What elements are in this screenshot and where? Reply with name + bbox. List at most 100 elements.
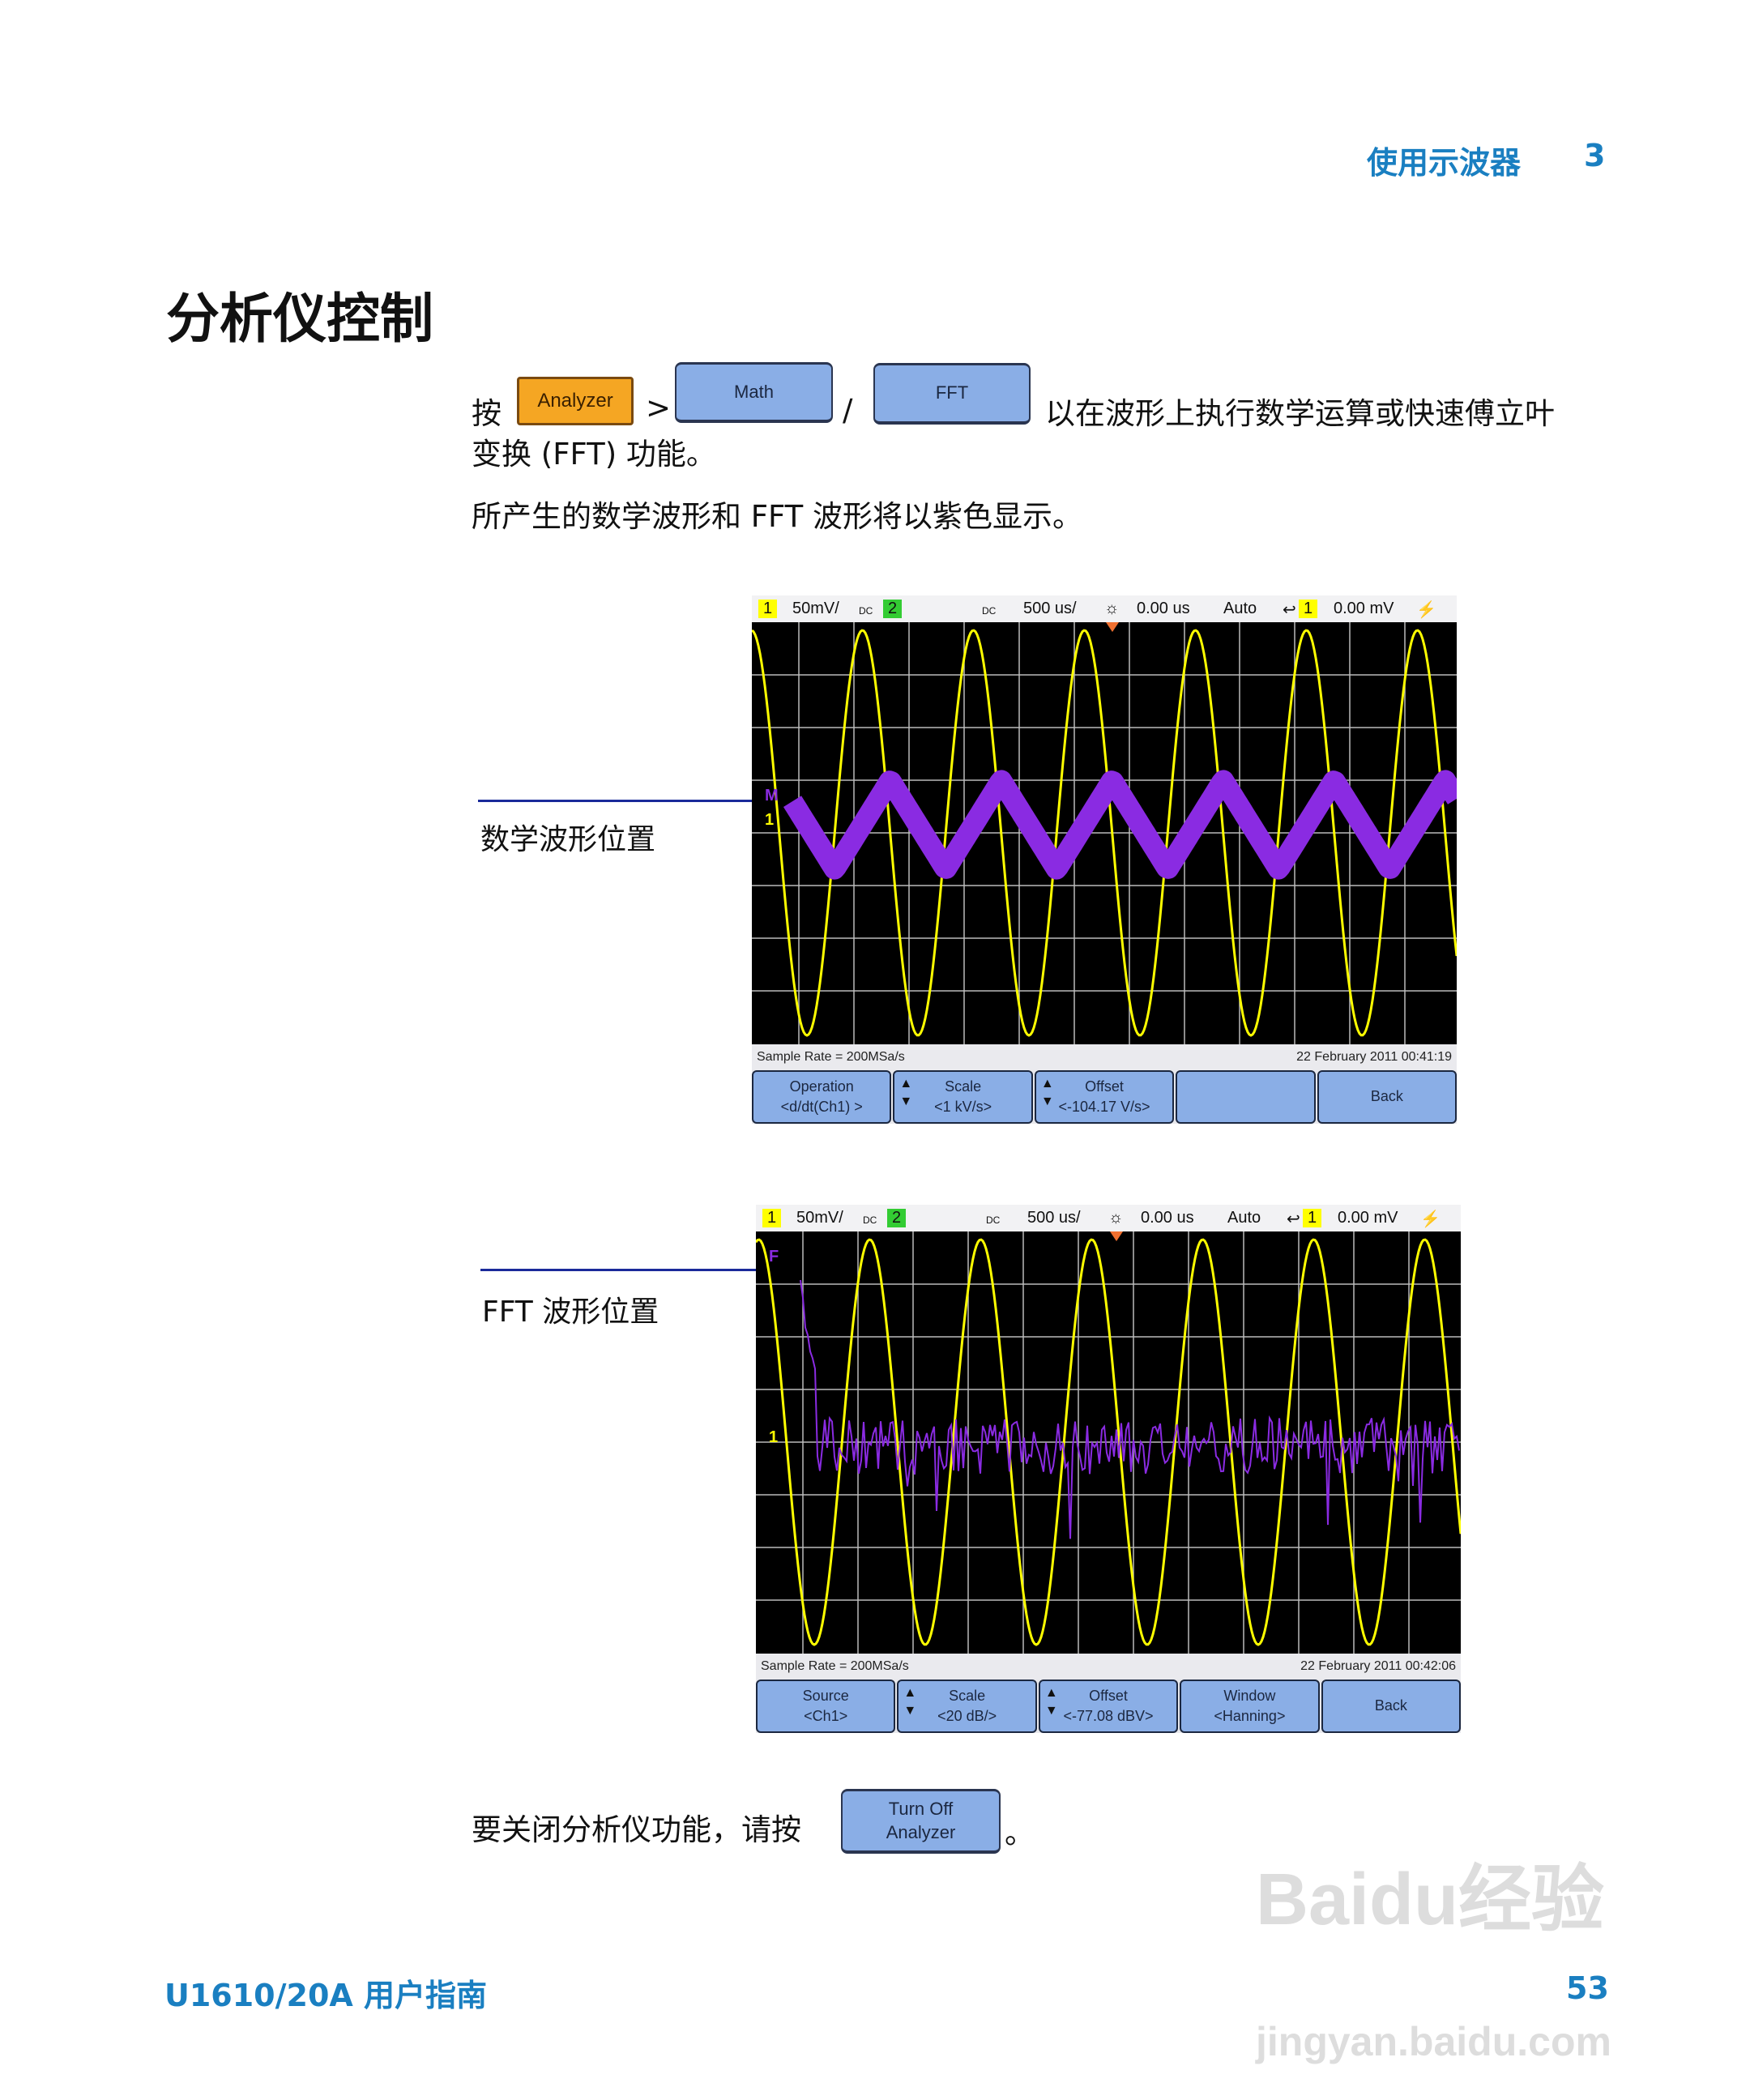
softkey-source[interactable]: Source <Ch1> <box>756 1680 896 1733</box>
trigger-level: 0.00 mV <box>1338 1209 1398 1227</box>
watermark-url: jingyan.baidu.com <box>1256 2019 1611 2064</box>
ch1-coupling: DC <box>863 1214 877 1226</box>
ch1-badge[interactable]: 1 <box>762 1209 782 1227</box>
softkey-back[interactable]: Back <box>1321 1680 1462 1733</box>
ch1-scale: 50mV/ <box>792 600 839 617</box>
softkey-back[interactable]: Back <box>1317 1070 1458 1124</box>
math-waveform <box>783 770 1457 880</box>
up-down-arrow-icon: ▲ ▼ <box>899 1077 913 1109</box>
gt-sign: > <box>646 391 672 425</box>
power-plug-icon: ⚡ <box>1420 1210 1441 1228</box>
sample-rate: Sample Rate = 200MSa/s <box>757 1050 905 1064</box>
key-line1: Turn Off <box>888 1798 954 1819</box>
softkey-value: <1 kV/s> <box>934 1099 992 1115</box>
date-time: 22 February 2011 00:42:06 <box>1300 1659 1456 1673</box>
softkey-value: <Hanning> <box>1214 1708 1286 1724</box>
softkey-label: Offset <box>1085 1078 1124 1095</box>
intro-line3: 所产生的数学波形和 FFT 波形将以紫色显示。 <box>472 499 1083 534</box>
up-down-arrow-icon: ▲ ▼ <box>1044 1686 1058 1718</box>
ch2-badge[interactable]: 2 <box>887 1209 907 1227</box>
waveform-grid[interactable]: F 1 <box>756 1231 1461 1654</box>
softkey-operation[interactable]: Operation <d/dt(Ch1) > <box>752 1070 892 1124</box>
trigger-mode: Auto <box>1223 600 1257 617</box>
softkey-offset[interactable]: ▲ ▼ Offset <-77.08 dBV> <box>1038 1680 1179 1733</box>
info-bar: Sample Rate = 200MSa/s 22 February 2011 … <box>756 1654 1461 1680</box>
footer-manual: U1610/20A 用户指南 <box>164 1978 488 2013</box>
trigger-source: 1 <box>1299 600 1318 618</box>
softkey-label: Window <box>1223 1687 1276 1704</box>
ch2-badge[interactable]: 2 <box>883 600 903 618</box>
ch1-coupling: DC <box>859 605 873 617</box>
timebase: 500 us/ <box>1027 1209 1081 1227</box>
softkey-value: <d/dt(Ch1) > <box>780 1099 863 1115</box>
delay-icon: ☼ <box>1108 1209 1124 1227</box>
ch2-coupling: DC <box>982 605 997 617</box>
date-time: 22 February 2011 00:41:19 <box>1296 1050 1452 1064</box>
intro-line2: 变换 (FFT) 功能。 <box>472 437 716 472</box>
intro-press: 按 <box>472 396 502 431</box>
softkey-scale[interactable]: ▲ ▼ Scale <1 kV/s> <box>893 1070 1033 1124</box>
softkey-label: Back <box>1370 1088 1403 1105</box>
rising-edge-icon: ↩ <box>1283 601 1296 619</box>
softkey-offset[interactable]: ▲ ▼ Offset <-104.17 V/s> <box>1034 1070 1175 1124</box>
status-bar: 1 50mV/ DC 2 DC 500 us/ ☼ 0.00 us Auto ↩… <box>752 595 1457 622</box>
waveform-grid[interactable]: M 1 <box>752 622 1457 1044</box>
fft-marker[interactable]: F <box>769 1248 779 1266</box>
ch1-badge[interactable]: 1 <box>758 600 778 618</box>
softkey-value: <-104.17 V/s> <box>1058 1099 1150 1115</box>
softkey-window[interactable]: Window <Hanning> <box>1180 1680 1320 1733</box>
ch1-ground-marker[interactable]: 1 <box>765 811 775 829</box>
up-down-arrow-icon: ▲ ▼ <box>903 1686 917 1718</box>
up-down-arrow-icon: ▲ ▼ <box>1040 1077 1054 1109</box>
timebase: 500 us/ <box>1023 600 1077 617</box>
status-bar: 1 50mV/ DC 2 DC 500 us/ ☼ 0.00 us Auto ↩… <box>756 1205 1461 1231</box>
fft-callout: FFT 波形位置 <box>482 1295 659 1329</box>
chapter-number: 3 <box>1584 138 1606 173</box>
softkey-blank[interactable] <box>1176 1070 1316 1124</box>
delay: 0.00 us <box>1141 1209 1194 1227</box>
ch1-ground-marker[interactable]: 1 <box>769 1428 779 1446</box>
intro-line1: 以在波形上执行数学运算或快速傅立叶 <box>1045 396 1555 431</box>
softkey-label: Operation <box>789 1078 854 1095</box>
ch1-scale: 50mV/ <box>796 1209 843 1227</box>
ch2-coupling: DC <box>986 1214 1001 1226</box>
softkey-bar: Source <Ch1> ▲ ▼ Scale <20 dB/> ▲ ▼ Offset… <box>756 1680 1462 1733</box>
softkey-scale[interactable]: ▲ ▼ Scale <20 dB/> <box>897 1680 1037 1733</box>
closing-text: 要关闭分析仪功能，请按 <box>472 1812 801 1847</box>
trigger-source: 1 <box>1303 1209 1322 1227</box>
fft-key: FFT <box>873 363 1031 425</box>
delay-icon: ☼ <box>1104 600 1120 617</box>
chapter-title: 使用示波器 <box>1367 145 1522 181</box>
fft-waveform <box>800 1279 1460 1539</box>
softkey-label: Source <box>802 1687 849 1704</box>
turn-off-analyzer-key: Turn Off Analyzer <box>841 1789 1001 1854</box>
sample-rate: Sample Rate = 200MSa/s <box>761 1659 909 1673</box>
fft-callout-line <box>480 1269 782 1271</box>
scope-screen-math: 1 50mV/ DC 2 DC 500 us/ ☼ 0.00 us Auto ↩… <box>752 595 1458 1124</box>
waveform-plot <box>756 1231 1461 1654</box>
softkey-value: <20 dB/> <box>937 1708 997 1724</box>
softkey-label: Scale <box>945 1078 982 1095</box>
closing-period: 。 <box>1005 1816 1035 1850</box>
analyzer-key: Analyzer <box>517 377 634 425</box>
softkey-bar: Operation <d/dt(Ch1) > ▲ ▼ Scale <1 kV/s>… <box>752 1070 1458 1124</box>
math-marker[interactable]: M <box>765 787 779 805</box>
watermark-logo: Baidu经验 <box>1256 1859 1605 1940</box>
softkey-label: Offset <box>1089 1687 1128 1704</box>
delay: 0.00 us <box>1137 600 1190 617</box>
rising-edge-icon: ↩ <box>1287 1210 1300 1228</box>
ch1-waveform <box>756 1238 1461 1646</box>
slash: / <box>843 393 853 428</box>
section-title: 分析仪控制 <box>166 288 433 350</box>
trigger-mode: Auto <box>1227 1209 1261 1227</box>
math-key: Math <box>675 362 833 423</box>
softkey-value: <-77.08 dBV> <box>1063 1708 1154 1724</box>
softkey-label: Scale <box>949 1687 986 1704</box>
info-bar: Sample Rate = 200MSa/s 22 February 2011 … <box>752 1044 1457 1070</box>
trigger-position-marker <box>1110 1231 1123 1241</box>
math-callout-line <box>478 800 778 802</box>
ch1-waveform <box>752 629 1457 1037</box>
footer-page: 53 <box>1566 1970 1609 2006</box>
power-plug-icon: ⚡ <box>1416 601 1436 619</box>
